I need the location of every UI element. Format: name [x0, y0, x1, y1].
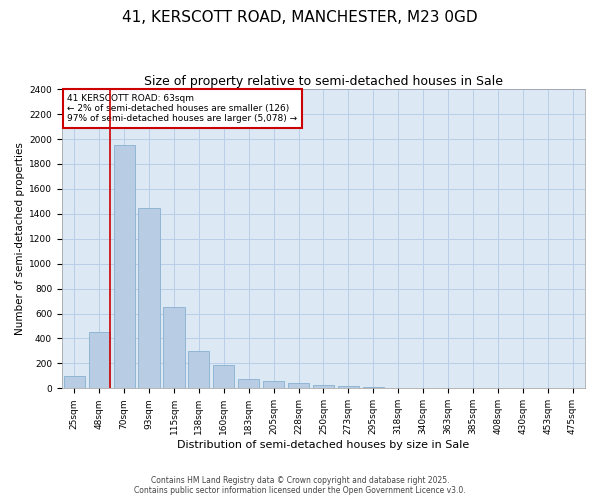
- Bar: [113, 146, 135, 388]
- Bar: [338, 386, 359, 388]
- Bar: [163, 308, 185, 388]
- Title: Size of property relative to semi-detached houses in Sale: Size of property relative to semi-detach…: [144, 75, 503, 88]
- Bar: [64, 376, 85, 388]
- Bar: [213, 366, 235, 388]
- Bar: [362, 387, 384, 388]
- Text: 41, KERSCOTT ROAD, MANCHESTER, M23 0GD: 41, KERSCOTT ROAD, MANCHESTER, M23 0GD: [122, 10, 478, 25]
- Bar: [139, 208, 160, 388]
- Text: 41 KERSCOTT ROAD: 63sqm
← 2% of semi-detached houses are smaller (126)
97% of se: 41 KERSCOTT ROAD: 63sqm ← 2% of semi-det…: [67, 94, 297, 124]
- Bar: [263, 382, 284, 388]
- Bar: [188, 351, 209, 389]
- Bar: [89, 332, 110, 388]
- Y-axis label: Number of semi-detached properties: Number of semi-detached properties: [15, 142, 25, 335]
- Bar: [238, 379, 259, 388]
- Bar: [313, 385, 334, 388]
- Bar: [288, 382, 309, 388]
- Text: Contains HM Land Registry data © Crown copyright and database right 2025.
Contai: Contains HM Land Registry data © Crown c…: [134, 476, 466, 495]
- X-axis label: Distribution of semi-detached houses by size in Sale: Distribution of semi-detached houses by …: [178, 440, 470, 450]
